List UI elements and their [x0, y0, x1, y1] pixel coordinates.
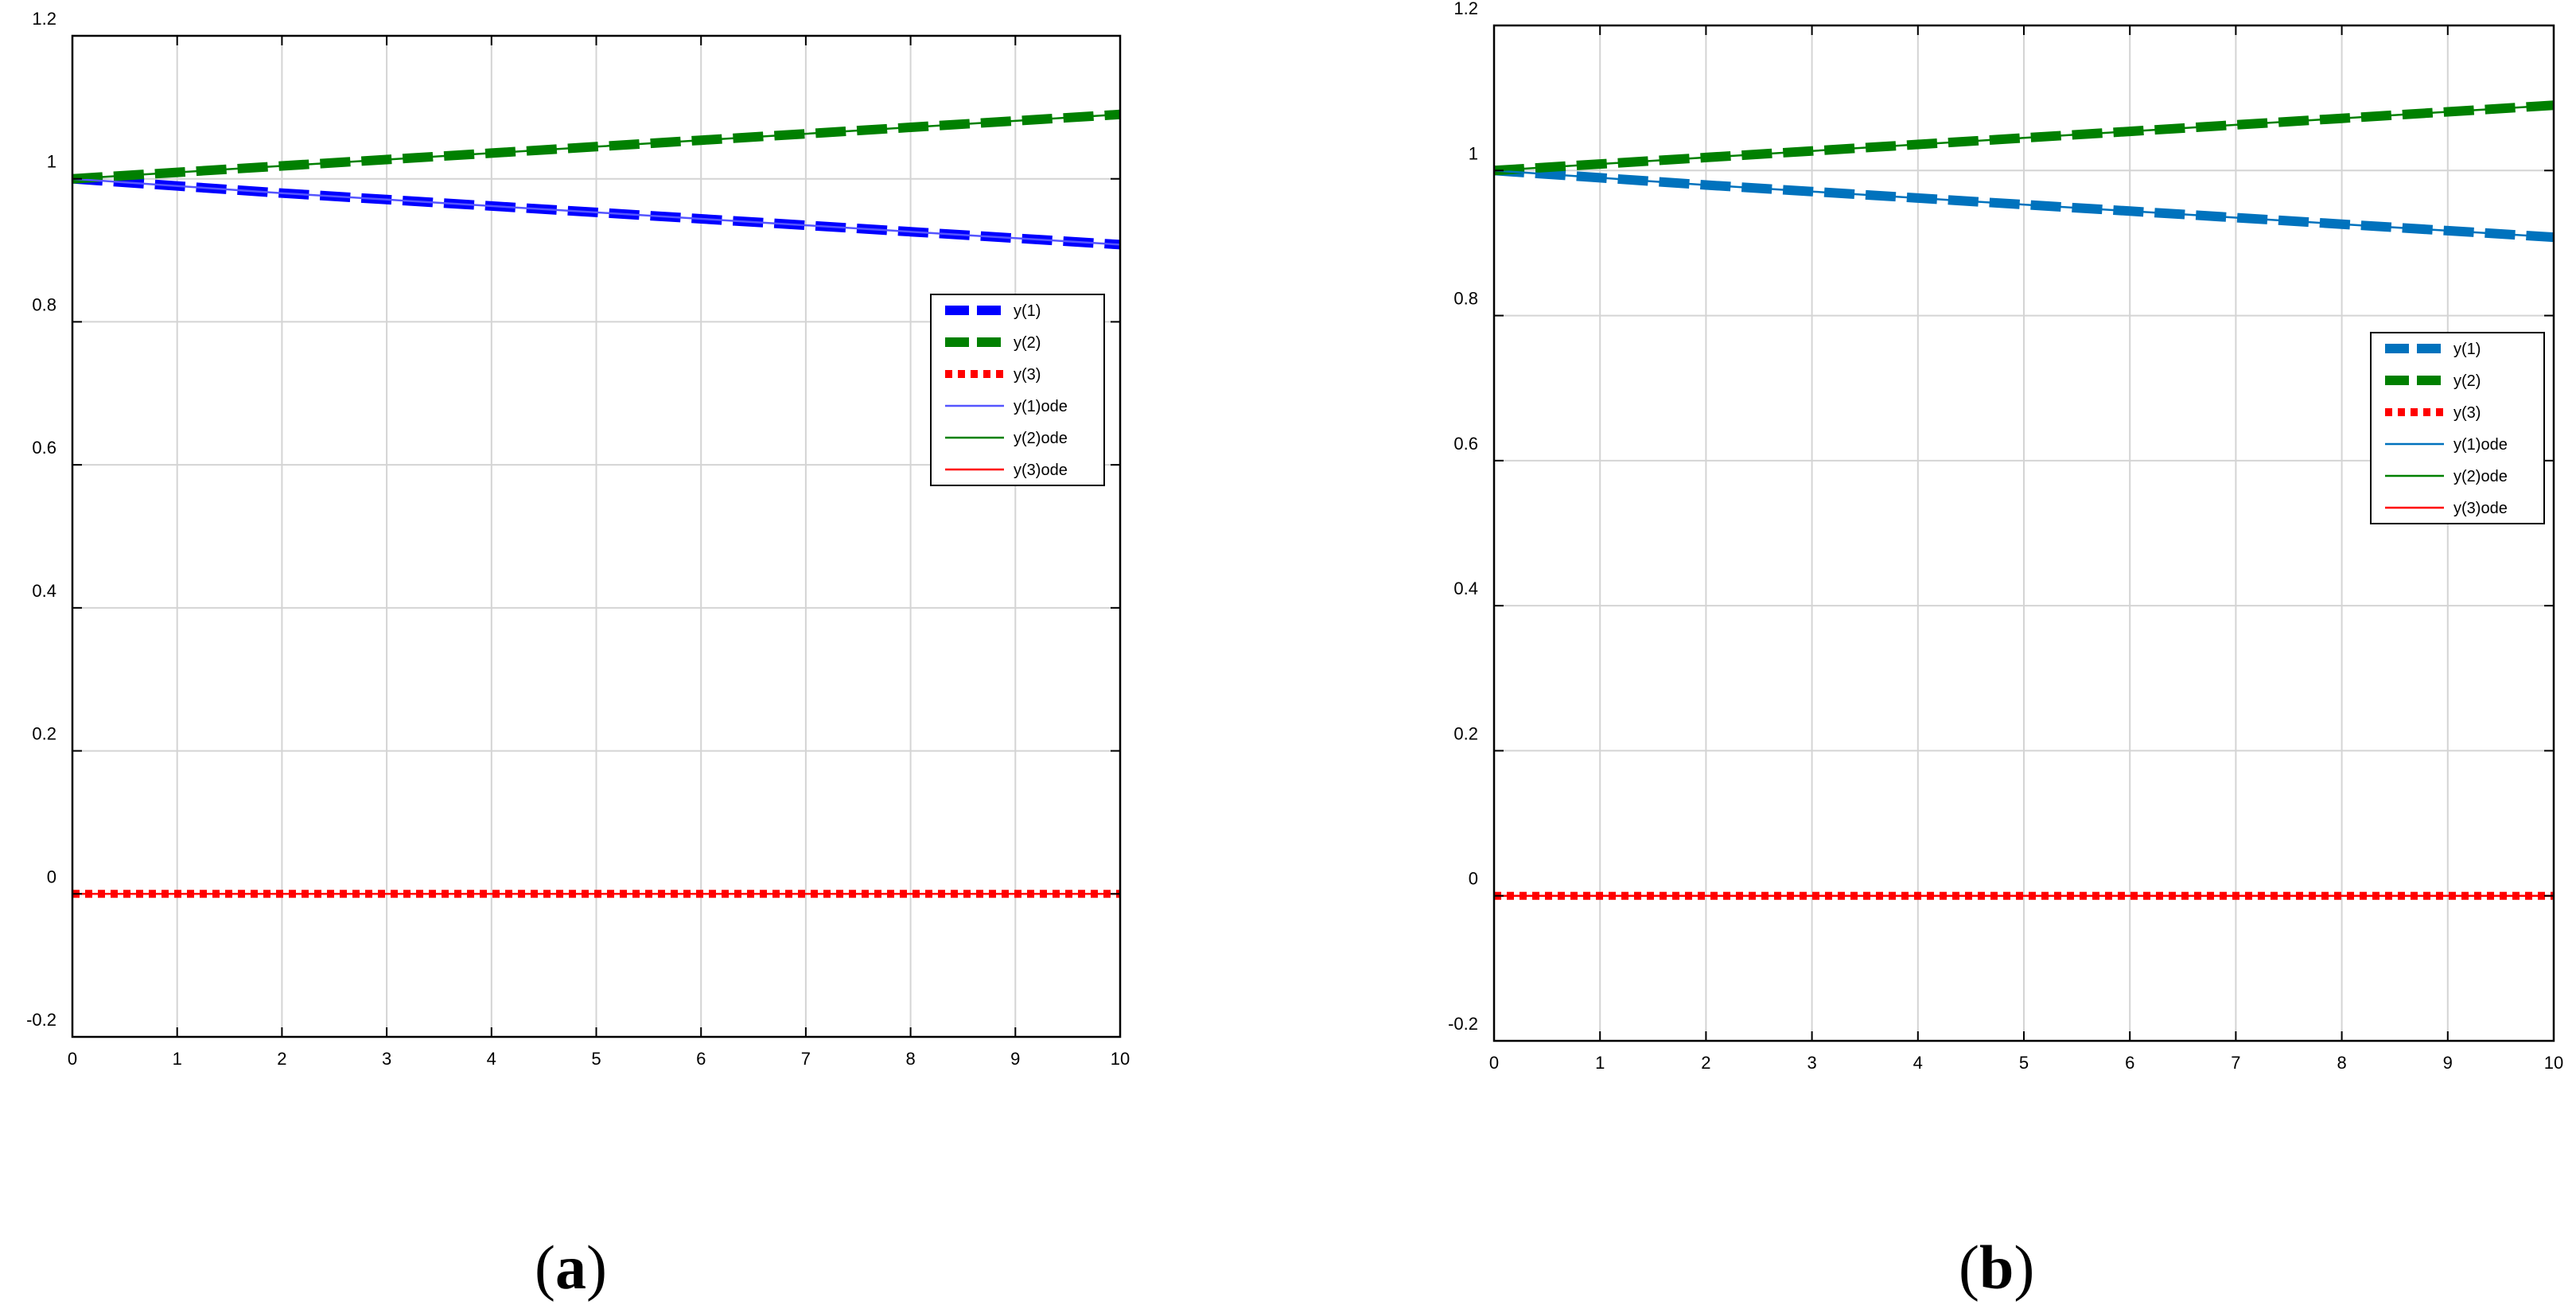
x-tick-label: 3	[1807, 1053, 1816, 1073]
legend: y(1) y(2) y(3) y(1)ode y(2)ode y(3)ode	[930, 294, 1105, 486]
series-line-y1ode	[72, 177, 1121, 246]
series-line-y1ode	[1493, 169, 2555, 239]
y-tick-label: 1	[47, 152, 56, 172]
x-tick-label: 7	[801, 1049, 811, 1069]
x-tick-label: 3	[382, 1049, 391, 1069]
x-tick-label: 6	[696, 1049, 706, 1069]
x-tick-label: 10	[1111, 1049, 1130, 1069]
y-tick-label: -0.2	[26, 1010, 56, 1030]
x-tick-label: 1	[1595, 1053, 1605, 1073]
legend-label: y(2)ode	[2453, 468, 2508, 485]
panel-label-a-close: )	[586, 1233, 607, 1302]
y-tick-label: 0.2	[1453, 723, 1478, 743]
x-tick-label: 1	[173, 1049, 182, 1069]
panel-label-b-letter: b	[1979, 1233, 2014, 1302]
legend-label: y(1)ode	[1014, 398, 1068, 415]
legend-label: y(3)ode	[2453, 500, 2508, 517]
legend: y(1) y(2) y(3) y(1)ode y(2)ode y(3)ode	[2370, 332, 2545, 524]
series-line-y2ode	[1493, 104, 2555, 172]
legend-label: y(1)ode	[2453, 436, 2508, 454]
y-tick-label: 0	[47, 867, 56, 886]
panel-label-b: (b)	[1959, 1232, 2034, 1303]
y-tick-label: 0.4	[1453, 579, 1478, 598]
x-tick-label: 5	[591, 1049, 601, 1069]
chart-a: 0 1 2 3 4 5 6 7 8 9 10 -0.2 0 0.2 0.4 0.6 0.8 1 1.2 y(1) y(2…	[26, 9, 1130, 1069]
y-tick-label: 0.8	[32, 294, 56, 314]
chart-b: 0 1 2 3 4 5 6 7 8 9 10 -0.2 0 0.2 0.4 0.6 0.8 1 1.2 y(1) y(2…	[1448, 0, 2563, 1073]
y-tick-label: 0.6	[32, 438, 56, 458]
x-tick-label: 6	[2125, 1053, 2134, 1073]
panel-label-a: (a)	[535, 1232, 607, 1303]
x-tick-label: 8	[2337, 1053, 2346, 1073]
legend-label: y(1)	[2453, 341, 2481, 358]
y-tick-label: 0	[1469, 869, 1478, 889]
x-tick-label: 10	[2544, 1053, 2563, 1073]
legend-label: y(3)	[2453, 404, 2481, 422]
x-tick-label: 2	[277, 1049, 286, 1069]
panel-label-b-open: (	[1959, 1233, 1979, 1302]
legend-label: y(2)	[1014, 334, 1041, 352]
x-tick-label: 0	[1489, 1053, 1499, 1073]
legend-label: y(2)	[2453, 372, 2481, 390]
x-tick-label: 8	[905, 1049, 915, 1069]
legend-label: y(2)ode	[1014, 430, 1068, 447]
legend-label: y(1)	[1014, 302, 1041, 320]
x-tick-label: 4	[487, 1049, 496, 1069]
legend-box	[930, 294, 1105, 486]
y-tick-label: -0.2	[1448, 1014, 1478, 1034]
x-tick-label: 7	[2231, 1053, 2240, 1073]
x-tick-label: 2	[1701, 1053, 1710, 1073]
x-tick-label: 5	[2019, 1053, 2029, 1073]
x-tick-label: 4	[1913, 1053, 1923, 1073]
legend-label: y(3)ode	[1014, 462, 1068, 479]
y-tick-label: 0.8	[1453, 289, 1478, 309]
panel-label-a-letter: a	[555, 1233, 586, 1302]
y-tick-label: 0.2	[32, 724, 56, 744]
panel-label-b-close: )	[2014, 1233, 2035, 1302]
x-tick-label: 9	[2443, 1053, 2453, 1073]
y-tick-label: 1.2	[1453, 0, 1478, 18]
y-tick-label: 1	[1469, 143, 1478, 163]
x-tick-label: 9	[1010, 1049, 1020, 1069]
legend-label: y(3)	[1014, 366, 1041, 384]
x-tick-label: 0	[68, 1049, 77, 1069]
panel-label-a-open: (	[535, 1233, 555, 1302]
y-tick-label: 1.2	[32, 9, 56, 29]
series-line-y2ode	[72, 113, 1121, 180]
legend-box	[2370, 332, 2545, 524]
y-tick-label: 0.6	[1453, 434, 1478, 454]
y-tick-label: 0.4	[32, 581, 56, 601]
